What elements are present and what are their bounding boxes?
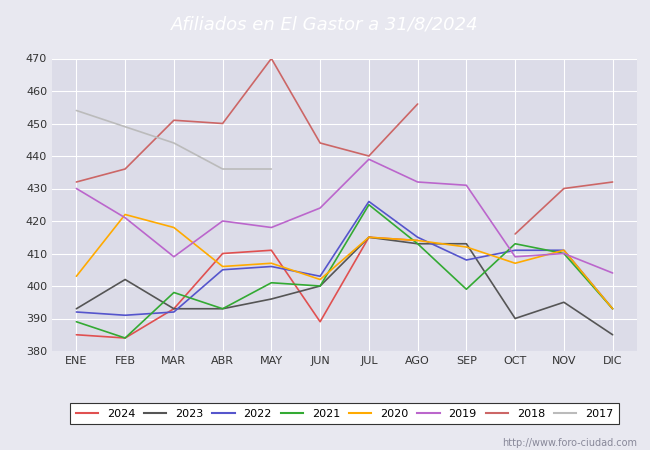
Legend: 2024, 2023, 2022, 2021, 2020, 2019, 2018, 2017: 2024, 2023, 2022, 2021, 2020, 2019, 2018… bbox=[70, 403, 619, 424]
Text: Afiliados en El Gastor a 31/8/2024: Afiliados en El Gastor a 31/8/2024 bbox=[171, 16, 479, 34]
Text: http://www.foro-ciudad.com: http://www.foro-ciudad.com bbox=[502, 438, 637, 448]
